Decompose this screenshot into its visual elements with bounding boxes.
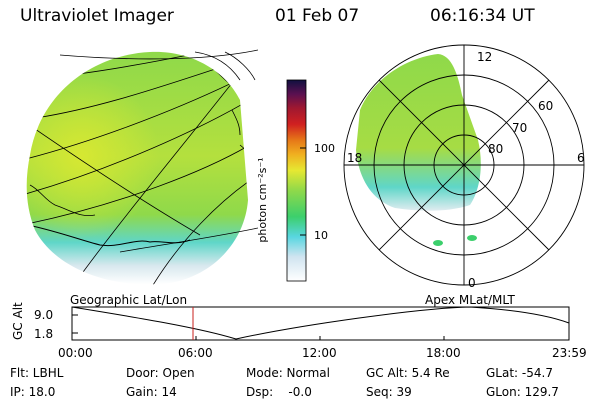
time-tick-0600: 06:00 [178,346,213,360]
gain-readout: Gain: 14 [126,385,177,399]
polar-aurora [356,54,481,211]
time-tick-2359: 23:59 [552,346,587,360]
ring-label-70: 70 [512,121,527,135]
seq-readout: Seq: 39 [366,385,412,399]
colorbar-tick-10: 10 [314,229,328,242]
altitude-y-tick-max: 9.0 [34,308,53,322]
hour-label-12: 12 [477,50,492,64]
ip-readout: IP: 18.0 [10,385,56,399]
hour-label-0: 0 [468,276,476,290]
time-tick-1200: 12:00 [302,346,337,360]
altitude-y-label: GC Alt [11,302,25,340]
coastline [29,184,96,217]
latitude-line [26,139,248,226]
header-time: 06:16:34 UT [430,6,535,26]
glon-readout: GLon: 129.7 [486,385,559,399]
colorbar-tick-100: 100 [314,142,335,155]
hour-label-18: 18 [347,151,362,165]
glat-readout: GLat: -54.7 [486,366,553,380]
dsp-readout: Dsp: -0.0 [246,385,312,399]
ring-label-80: 80 [488,142,503,156]
latitude-line [26,94,248,196]
right-panel-caption: Apex MLat/MLT [425,293,515,307]
app-title: Ultraviolet Imager [20,6,174,26]
altitude-curve [71,306,570,340]
left-panel-caption: Geographic Lat/Lon [70,293,188,307]
longitude-line [149,174,248,285]
coastline [27,224,191,247]
time-tick-0000: 00:00 [58,346,93,360]
header-date: 01 Feb 07 [275,6,360,26]
ring-label-60: 60 [538,99,553,113]
longitude-line [26,119,201,236]
colorbar-unit-label: photon cm⁻²s⁻¹ [256,157,269,242]
polar-aurora-spot [467,235,477,241]
gc-alt-readout: GC Alt: 5.4 Re [366,366,450,380]
time-tick-1800: 18:00 [426,346,461,360]
door-readout: Door: Open [126,366,195,380]
mode-readout: Mode: Normal [246,366,330,380]
filter-readout: Flt: LBHL [10,366,64,380]
altitude-y-tick-min: 1.8 [34,327,53,341]
longitude-line [69,51,248,285]
hour-label-6: 6 [577,151,585,165]
